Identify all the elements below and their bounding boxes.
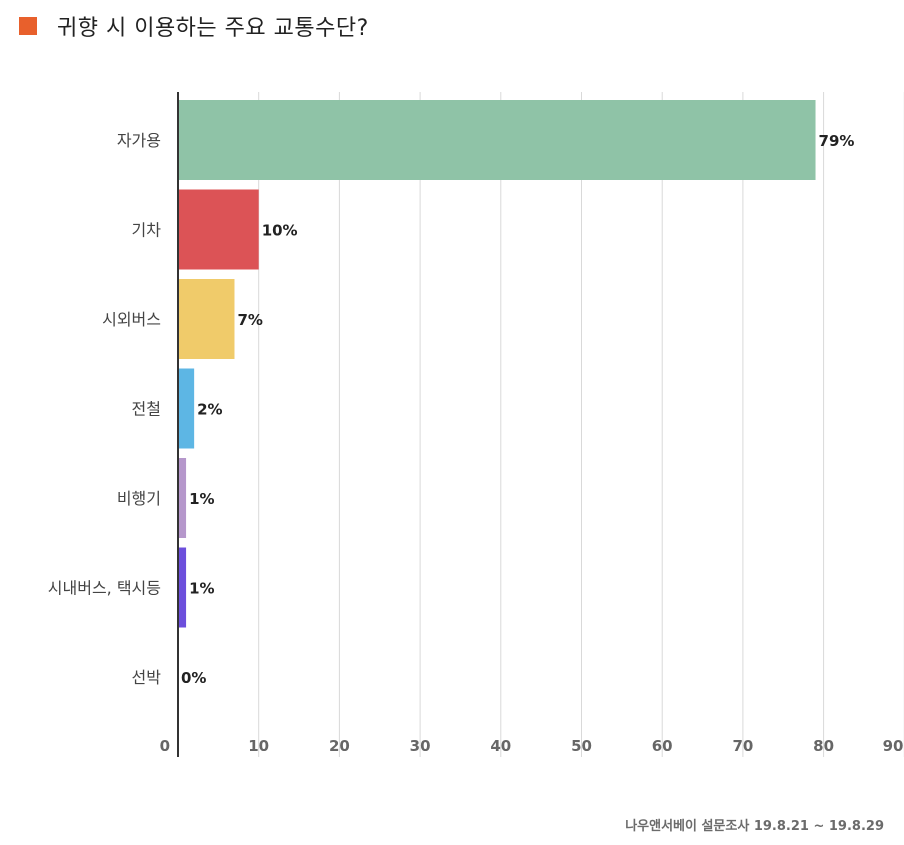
x-tick-label: 50 xyxy=(571,737,592,755)
x-tick-label: 30 xyxy=(410,737,431,755)
category-label: 자가용 xyxy=(117,131,161,150)
x-tick-label: 20 xyxy=(329,737,350,755)
category-label: 시외버스 xyxy=(102,310,161,329)
x-tick-label: 70 xyxy=(732,737,753,755)
category-label: 비행기 xyxy=(117,489,161,508)
chart-header: 귀향 시 이용하는 주요 교통수단? xyxy=(19,10,369,42)
category-label: 선박 xyxy=(132,668,162,687)
x-tick-label: 40 xyxy=(490,737,511,755)
value-label: 1% xyxy=(189,490,214,508)
bar xyxy=(178,279,235,359)
value-labels: 79% 10% 7% 2% 1% 1% 0% xyxy=(181,132,854,687)
value-label: 7% xyxy=(237,311,262,329)
source-note: 나우앤서베이 설문조사 19.8.21 ~ 19.8.29 xyxy=(625,819,884,834)
grid-lines xyxy=(258,92,904,757)
bar xyxy=(178,368,195,449)
category-label: 기차 xyxy=(132,221,162,240)
value-label: 79% xyxy=(819,132,855,150)
category-label: 시내버스, 택시등 xyxy=(48,579,161,598)
category-label: 전철 xyxy=(132,400,161,419)
bars xyxy=(178,100,816,628)
value-label: 0% xyxy=(181,669,206,687)
title-marker xyxy=(19,17,37,35)
bar xyxy=(178,100,816,180)
bar xyxy=(178,189,259,270)
bar xyxy=(178,458,187,538)
x-tick-label: 0 xyxy=(160,737,170,755)
x-tick-label: 80 xyxy=(813,737,834,755)
value-label: 10% xyxy=(262,222,298,240)
bar xyxy=(178,547,187,628)
x-tick-label: 90 xyxy=(883,737,904,755)
x-tick-labels: 0 10 20 30 40 50 60 70 80 90 xyxy=(160,737,904,755)
chart-title: 귀향 시 이용하는 주요 교통수단? xyxy=(57,16,369,41)
value-label: 1% xyxy=(189,580,214,598)
x-tick-label: 60 xyxy=(652,737,673,755)
value-label: 2% xyxy=(197,401,222,419)
x-tick-label: 10 xyxy=(248,737,269,755)
